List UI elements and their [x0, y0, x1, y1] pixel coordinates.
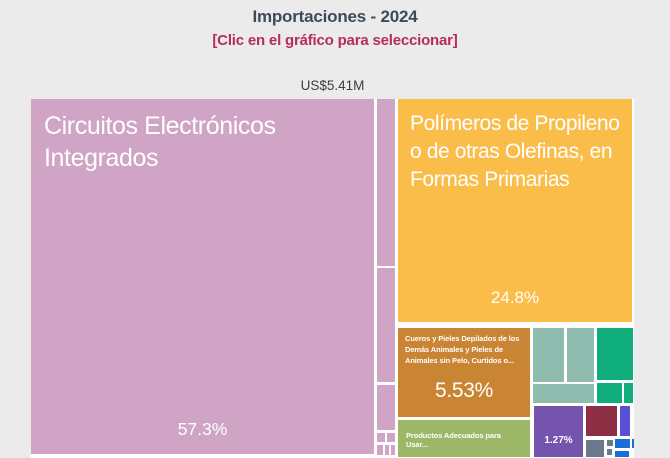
cell-share: 5.53%: [434, 379, 494, 402]
cell-label: Productos Adecuados para Usar...: [406, 431, 501, 449]
treemap-cell-unlabeled[interactable]: [624, 383, 633, 403]
treemap-cell-unlabeled[interactable]: [385, 445, 389, 455]
treemap-cell-unlabeled[interactable]: [387, 433, 395, 442]
treemap-cell-unlabeled[interactable]: [607, 449, 612, 455]
treemap-cell-unlabeled[interactable]: [377, 385, 395, 430]
treemap-cell-unlabeled[interactable]: [597, 328, 633, 380]
treemap[interactable]: Circuitos Electrónicos Integrados 57.3% Po…: [31, 99, 634, 458]
treemap-cell[interactable]: Circuitos Electrónicos Integrados 57.3%: [31, 99, 374, 454]
cell-label: Circuitos Electrónicos Integrados: [44, 112, 276, 172]
treemap-cell[interactable]: Productos Adecuados para Usar...: [398, 420, 530, 457]
treemap-cell-unlabeled[interactable]: [607, 440, 613, 446]
treemap-cell[interactable]: Cueros y Pieles Depilados de los Demás A…: [398, 328, 530, 417]
treemap-cell-unlabeled[interactable]: [586, 440, 604, 457]
treemap-cell-unlabeled[interactable]: [377, 433, 385, 442]
treemap-cell-unlabeled[interactable]: [567, 328, 594, 382]
treemap-cell-unlabeled[interactable]: [377, 445, 383, 455]
treemap-cell-unlabeled[interactable]: [533, 328, 564, 382]
treemap-cell-unlabeled[interactable]: [615, 439, 630, 448]
cell-label: Polímeros de Propileno o de otras Olefin…: [410, 112, 620, 192]
page-title: Importaciones - 2024: [252, 7, 418, 26]
treemap-cell-unlabeled[interactable]: [597, 383, 622, 403]
treemap-cell-unlabeled[interactable]: [615, 451, 629, 457]
cell-share: 1.27%: [544, 435, 573, 446]
treemap-cell-unlabeled[interactable]: [632, 439, 634, 448]
treemap-cell[interactable]: Polímeros de Propileno o de otras Olefin…: [398, 99, 632, 322]
cell-label: Cueros y Pieles Depilados de los Demás A…: [405, 334, 520, 365]
treemap-cell-unlabeled[interactable]: [620, 406, 630, 436]
cell-share: 24.8%: [490, 288, 540, 307]
treemap-cell-unlabeled[interactable]: [391, 445, 395, 455]
total-value-label: US$5.41M: [300, 78, 365, 93]
treemap-cell-unlabeled[interactable]: [533, 384, 594, 403]
chart-click-hint[interactable]: [Clic en el gráfico para seleccionar]: [212, 32, 458, 49]
treemap-cell-unlabeled[interactable]: [377, 99, 395, 266]
treemap-cell-unlabeled[interactable]: [377, 268, 395, 382]
treemap-cell-unlabeled[interactable]: 1.27%: [534, 406, 583, 457]
treemap-cell-unlabeled[interactable]: [586, 406, 617, 436]
cell-share: 57.3%: [177, 419, 228, 439]
